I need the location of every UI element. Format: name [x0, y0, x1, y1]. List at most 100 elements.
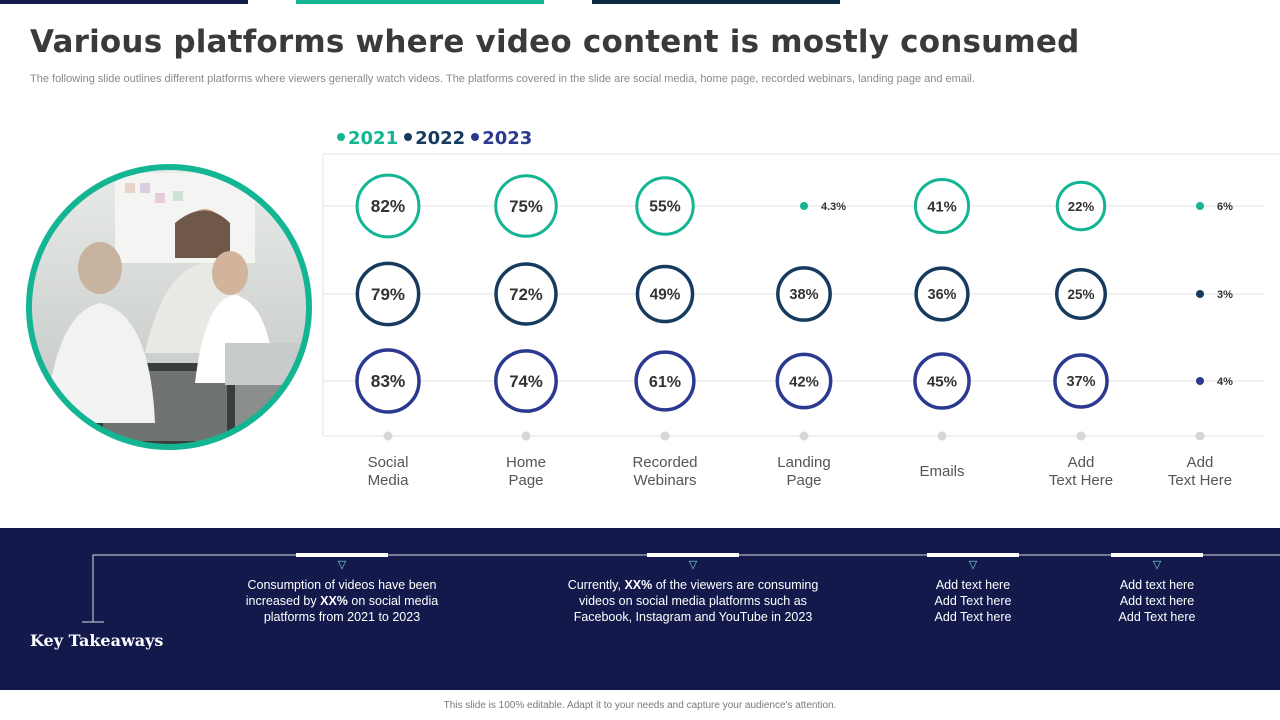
data-point-2023 [1196, 377, 1204, 385]
data-bubble-2023 [775, 352, 833, 410]
takeaway-text: Add text here Add Text here Add Text here [843, 577, 1103, 625]
x-tick-dot [937, 431, 947, 441]
data-bubble-2023 [634, 350, 696, 412]
data-label-2023: 42% [789, 374, 819, 390]
x-tick-label: Add Text Here [1168, 454, 1232, 489]
takeaway-segment: platforms from 2021 to 2023 [263, 610, 421, 624]
x-tick-label-line: Add [1068, 454, 1095, 471]
top-accent-bar-1 [0, 0, 248, 4]
legend-item-2022: 2022 [404, 128, 465, 149]
takeaway-line: videos on social media platforms such as [563, 593, 823, 609]
top-accent-bar-2 [296, 0, 544, 4]
x-tick-label: Social Media [368, 454, 410, 489]
data-bubble-2021 [494, 174, 558, 238]
data-bubble-2021 [635, 176, 695, 236]
takeaway-segment: increased by [245, 594, 321, 608]
legend-label: 2023 [482, 128, 533, 149]
x-tick-label-line: Landing [777, 454, 830, 471]
x-tick-label: Emails [919, 463, 964, 480]
top-accent-bar-3 [592, 0, 840, 4]
x-tick-label-line: Media [368, 472, 410, 489]
x-tick-label-line: Webinars [633, 472, 696, 489]
x-tick-label-line: Social [368, 454, 409, 471]
x-tick-dot [1076, 431, 1086, 441]
takeaway-segment: of the viewers are consuming [652, 578, 819, 592]
takeaway-segment: Add text here [1119, 578, 1195, 592]
data-label-2022: 36% [928, 287, 957, 303]
data-bubble-2021 [1055, 180, 1107, 232]
takeaway-line: Add text here [843, 577, 1103, 593]
x-tick-label: Home Page [506, 454, 546, 489]
data-bubble-2021 [913, 177, 971, 235]
triangle-down-icon: ▽ [968, 559, 978, 571]
takeaway-text: Add text here Add text here Add Text here [1027, 577, 1280, 625]
data-bubble-2022 [355, 261, 421, 327]
chart-legend: 2021 2022 2023 [337, 128, 538, 149]
data-label-2023: 61% [649, 373, 681, 391]
legend-item-2021: 2021 [337, 128, 398, 149]
data-label-2021: 6% [1217, 201, 1233, 213]
data-label-2022: 72% [509, 285, 543, 304]
data-bubble-2022 [914, 266, 970, 322]
x-tick-label-line: Recorded [632, 454, 697, 471]
data-label-2023: 4% [1217, 376, 1233, 388]
data-bubble-2022 [1055, 268, 1107, 320]
data-label-2023: 74% [509, 372, 543, 391]
data-label-2022: 3% [1217, 289, 1233, 301]
data-label-2022: 38% [789, 287, 818, 303]
x-tick-label-line: Page [508, 472, 543, 489]
takeaway-segment: Consumption of videos have been [247, 578, 437, 592]
x-tick-label: Add Text Here [1049, 454, 1113, 489]
legend-dot-icon [337, 133, 345, 141]
data-label-2021: 41% [927, 199, 957, 215]
takeaway-line: Add text here [1027, 593, 1280, 609]
takeaway-marker [296, 553, 388, 557]
data-label-2021: 82% [371, 196, 405, 216]
x-tick-label-line: Text Here [1049, 472, 1113, 489]
data-bubble-2022 [776, 266, 832, 322]
x-tick-dot [383, 431, 393, 441]
data-point-2021 [1196, 202, 1204, 210]
takeaway-connector-line [82, 554, 1280, 623]
x-tick-label-line: Home [506, 454, 546, 471]
x-tick-label-line: Add [1187, 454, 1214, 471]
legend-dot-icon [471, 133, 480, 141]
legend-label: 2021 [348, 128, 399, 149]
data-label-2023: 45% [927, 373, 958, 390]
takeaway-segment: Add Text here [934, 610, 1012, 624]
takeaway-segment: Add text here [1119, 594, 1195, 608]
highlight-value: XX% [624, 578, 653, 592]
takeaway-line: Add text here [1027, 577, 1280, 593]
takeaway-segment: Add Text here [1118, 610, 1196, 624]
data-label-2022: 25% [1067, 287, 1094, 302]
triangle-down-icon: ▽ [1152, 559, 1162, 571]
data-bubble-2022 [494, 262, 558, 326]
data-bubble-2021 [355, 173, 421, 239]
x-tick-dot [521, 431, 531, 441]
x-tick-dot [660, 431, 670, 441]
footer-note: This slide is 100% editable. Adapt it to… [443, 700, 837, 711]
data-label-2022: 79% [371, 285, 405, 304]
legend-dot-icon [404, 133, 413, 141]
x-tick-label-line: Text Here [1168, 472, 1232, 489]
takeaway-line: Currently, XX% of the viewers are consum… [563, 577, 823, 593]
takeaway-segment: Currently, [567, 578, 625, 592]
data-label-2021: 4.3% [821, 201, 846, 213]
legend-label: 2022 [415, 128, 466, 149]
takeaway-marker [927, 553, 1019, 557]
takeaway-text: Currently, XX% of the viewers are consum… [563, 577, 823, 625]
data-label-2021: 75% [509, 197, 543, 216]
x-tick-label: Landing Page [777, 454, 830, 489]
x-tick-label-line: Page [786, 472, 821, 489]
x-tick-label-line: Emails [919, 463, 964, 480]
data-bubble-2022 [635, 264, 695, 324]
x-tick-dot [799, 431, 809, 441]
takeaway-segment: Add Text here [934, 594, 1012, 608]
triangle-down-icon: ▽ [688, 559, 698, 571]
data-point-2021 [800, 202, 808, 210]
takeaway-segment: on social media [347, 594, 439, 608]
takeaway-line: platforms from 2021 to 2023 [212, 609, 472, 625]
page-title: Various platforms where video content is… [30, 24, 1080, 60]
takeaway-segment: videos on social media platforms such as [579, 594, 807, 608]
key-takeaways-label: Key Takeaways [30, 631, 164, 650]
